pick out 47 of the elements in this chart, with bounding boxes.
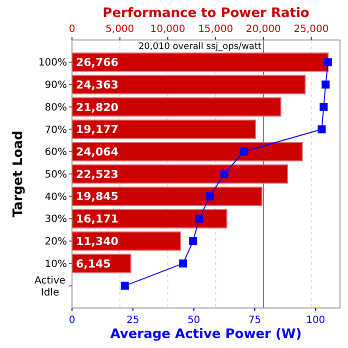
data-label: 19,845 [76, 190, 118, 204]
x-tick-label: 25 [126, 315, 140, 326]
x2-tick-label: 20,000 [246, 24, 281, 35]
y-tick-label: Active Idle [34, 275, 66, 298]
x-tick-label: 0 [68, 315, 76, 326]
y-tick-label: 80% [44, 102, 67, 114]
y-tick-label: 50% [44, 170, 67, 180]
x2-tick-label: 10,000 [150, 24, 186, 35]
x-tick-label: 50 [187, 315, 200, 326]
point [120, 282, 129, 290]
data-label: 6,145 [76, 257, 111, 270]
x-tick-label: 100 [306, 315, 326, 326]
x2-tick-label: 25,000 [294, 24, 329, 35]
x-axis-title: Average Active Power (W) [110, 327, 302, 342]
data-label: 24,064 [76, 145, 119, 158]
point [240, 148, 248, 156]
x2-tick-label: 0 [68, 24, 76, 35]
point [320, 102, 328, 111]
x2-axis-title: Performance to Power Ratio [102, 6, 310, 21]
x2-tick-label: 15,000 [198, 24, 234, 35]
y-tick-label: 40% [44, 192, 67, 203]
y-tick-label: 90% [44, 80, 67, 92]
y-axis-title: Target Load [11, 130, 26, 218]
x-tick-label: 75 [248, 315, 262, 326]
point [189, 237, 198, 246]
data-label: 26,766 [76, 56, 119, 70]
data-label: 22,523 [76, 168, 118, 181]
y-tick-label: 20% [44, 236, 67, 248]
ref-line-label: 20,010 overall ssj_ops/watt [138, 42, 262, 52]
data-label: 19,177 [76, 123, 118, 136]
y-tick-label: 30% [44, 214, 67, 226]
point [206, 192, 214, 200]
y-tick-label: 10% [44, 258, 67, 270]
point [220, 170, 228, 178]
point [195, 214, 204, 223]
data-label: 16,171 [76, 212, 118, 226]
data-label: 24,363 [76, 78, 118, 92]
point [324, 58, 332, 66]
y-tick-label: 100% [38, 58, 67, 69]
data-label: 11,340 [76, 234, 119, 248]
data-label: 21,820 [76, 100, 119, 114]
point [322, 80, 330, 89]
point [318, 125, 326, 134]
y-tick-label: 70% [44, 124, 67, 136]
point [179, 259, 188, 268]
y-tick-label: 60% [44, 147, 67, 158]
x2-tick-label: 5,000 [106, 24, 134, 35]
